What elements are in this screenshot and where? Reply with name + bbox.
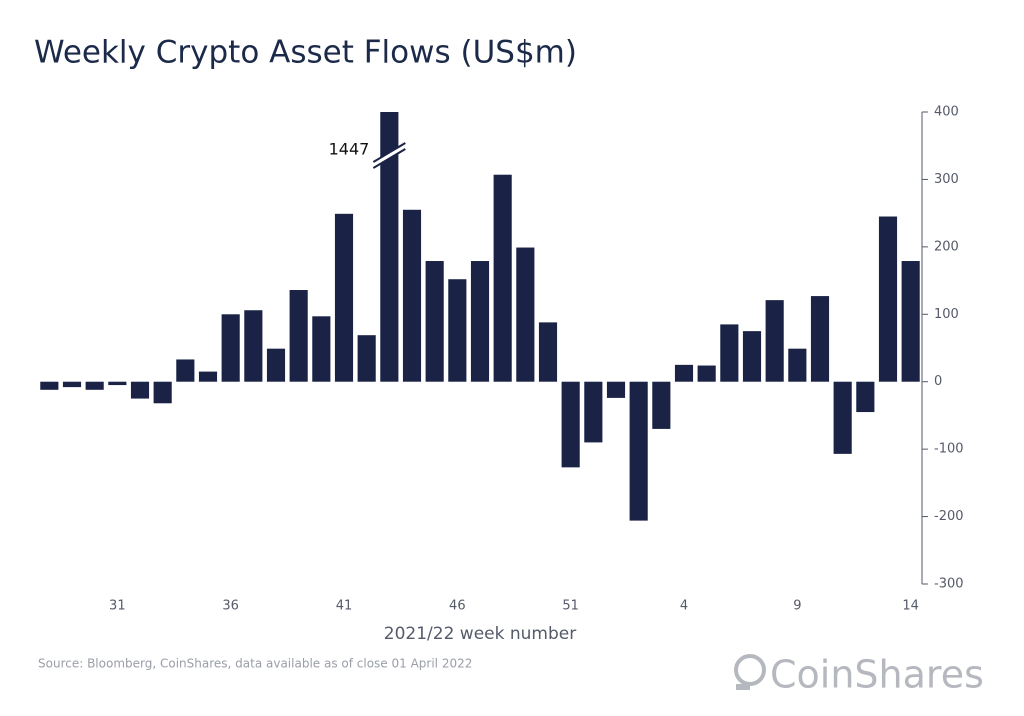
logo: CoinShares — [770, 653, 984, 697]
bar — [516, 247, 535, 382]
bar — [742, 331, 762, 382]
bar — [312, 316, 331, 382]
y-tick-label: 400 — [934, 105, 959, 120]
bar — [878, 216, 898, 382]
bar — [765, 300, 784, 382]
bar — [584, 381, 603, 443]
axis-break-line — [372, 148, 406, 169]
bar — [198, 371, 218, 382]
bar — [244, 310, 263, 382]
bar — [62, 381, 82, 388]
x-tick-label: 9 — [793, 599, 801, 614]
bar — [85, 381, 104, 390]
x-tick-label: 4 — [680, 599, 688, 614]
bar — [606, 381, 626, 398]
y-tick-label: 300 — [934, 172, 959, 187]
bar — [357, 335, 376, 382]
axis-break-line — [372, 142, 406, 163]
bar — [176, 359, 195, 382]
x-tick-label: 31 — [109, 599, 126, 614]
bar — [289, 290, 308, 382]
bar — [40, 381, 59, 390]
bar — [402, 209, 422, 382]
x-tick-label: 36 — [222, 599, 239, 614]
x-tick-label: 41 — [336, 599, 353, 614]
bar — [425, 261, 444, 382]
chart-title: Weekly Crypto Asset Flows (US$m) — [34, 35, 577, 71]
bar — [470, 261, 490, 382]
bar — [153, 381, 172, 404]
bar — [130, 381, 150, 399]
bar — [334, 213, 354, 382]
bar — [538, 322, 558, 382]
bar — [652, 381, 671, 429]
bar — [380, 112, 399, 382]
logo-icon — [734, 654, 766, 690]
y-tick-label: 200 — [934, 239, 959, 254]
bar — [810, 296, 830, 382]
x-tick-label: 14 — [902, 599, 919, 614]
bar — [493, 174, 512, 382]
bar — [833, 381, 852, 454]
y-tick-label: 0 — [934, 374, 942, 389]
bar — [697, 365, 716, 382]
bar — [561, 381, 580, 468]
bar — [108, 381, 127, 386]
x-tick-label: 51 — [562, 599, 579, 614]
bar — [901, 261, 920, 382]
y-tick-label: -300 — [934, 577, 964, 592]
bar — [856, 381, 875, 413]
bar — [720, 324, 739, 382]
axis-break — [373, 143, 406, 168]
bar — [448, 279, 467, 382]
bar — [266, 348, 286, 382]
bar — [788, 348, 807, 382]
bar — [221, 314, 240, 382]
source-note: Source: Bloomberg, CoinShares, data avai… — [38, 657, 472, 671]
bar — [674, 364, 694, 382]
y-tick-label: 100 — [934, 307, 959, 322]
annotation: 1447 — [329, 140, 370, 159]
y-tick-label: -200 — [934, 509, 964, 524]
y-tick-label: -100 — [934, 442, 964, 457]
x-tick-label: 46 — [449, 599, 466, 614]
bar — [629, 381, 648, 521]
x-axis-label: 2021/22 week number — [384, 624, 576, 644]
